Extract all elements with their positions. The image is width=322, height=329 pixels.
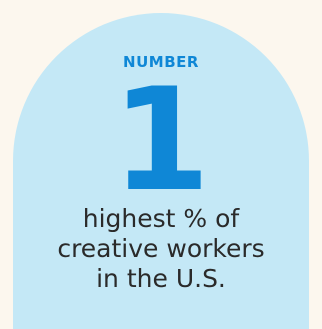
caption-line-2: creative workers	[57, 234, 265, 263]
caption-line-1: highest % of	[82, 204, 240, 233]
stat-eyebrow: NUMBER	[123, 53, 199, 71]
arch-card	[13, 13, 309, 329]
stat-caption: highest % of creative workers in the U.S…	[0, 204, 322, 294]
caption-line-3: in the U.S.	[96, 264, 226, 293]
stat-value: 1	[111, 58, 211, 223]
